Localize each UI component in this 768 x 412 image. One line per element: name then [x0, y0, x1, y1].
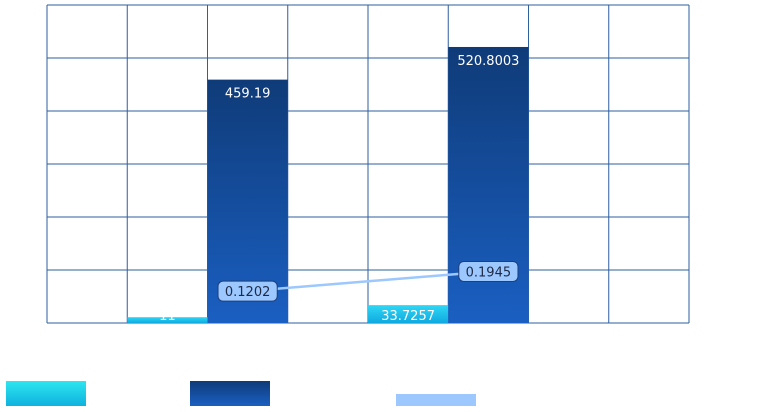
line-label-text: 0.1202: [225, 285, 271, 300]
data-labels: 11 33.7257 459.19 520.8003 0.1202 0.1945: [159, 54, 519, 324]
data-label: 520.8003: [457, 54, 519, 69]
bar: [368, 305, 449, 323]
line-data-label: 0.1945: [458, 260, 519, 282]
plot-grid: [46, 4, 690, 324]
data-label: 11: [159, 309, 176, 324]
data-label: 33.7257: [381, 309, 435, 324]
legend-swatch: [396, 394, 476, 406]
line-series-path: [247, 264, 492, 293]
line-data-label: 0.1202: [217, 280, 278, 302]
data-label: 459.19: [225, 87, 271, 102]
legend-swatch: [6, 381, 86, 406]
line-label-box: [458, 260, 519, 282]
bar: [127, 317, 208, 323]
line-series: [247, 264, 492, 293]
legend: [6, 381, 476, 406]
legend-swatch: [190, 381, 270, 406]
line-label-box: [217, 280, 278, 302]
line-label-text: 0.1945: [466, 265, 512, 280]
